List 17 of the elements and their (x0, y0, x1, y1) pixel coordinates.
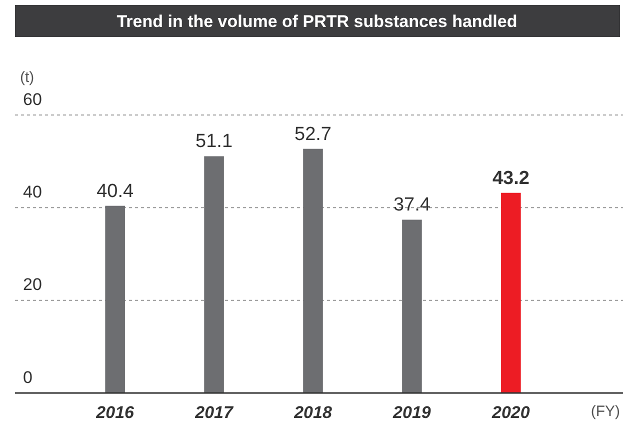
chart-title: Trend in the volume of PRTR substances handled (116, 12, 518, 31)
y-tick-label: 0 (23, 368, 32, 387)
x-axis-title: (FY) (590, 403, 620, 420)
data-label: 37.4 (393, 194, 431, 216)
y-tick-label: 20 (23, 275, 42, 294)
data-label: 43.2 (492, 168, 530, 189)
x-tick-label: 2020 (491, 403, 530, 422)
data-label: 52.7 (294, 124, 332, 145)
x-tick-label: 2019 (392, 403, 432, 422)
x-tick-label: 2018 (293, 403, 332, 422)
y-tick-label: 60 (23, 90, 42, 109)
y-tick-label: 40 (23, 182, 42, 202)
x-tick-label: 2016 (95, 403, 135, 422)
x-tick-label: 2017 (194, 403, 234, 422)
data-label: 40.4 (96, 180, 134, 202)
data-label: 51.1 (196, 131, 233, 152)
y-axis-title: (t) (20, 69, 34, 86)
